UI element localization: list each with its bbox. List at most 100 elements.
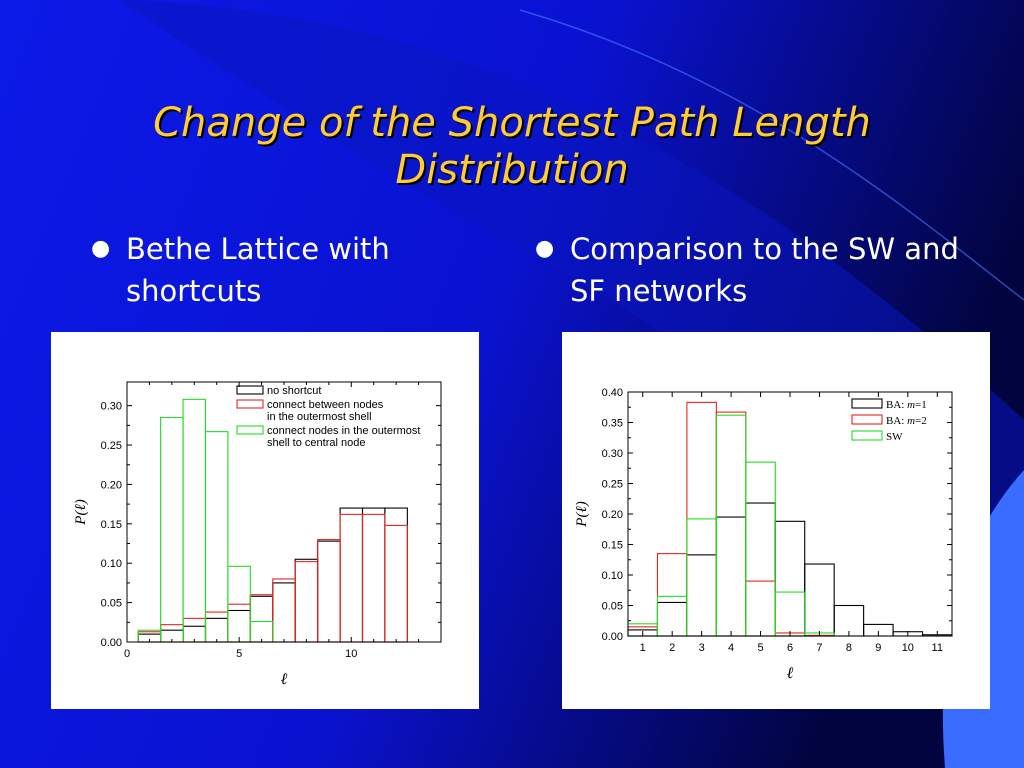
legend-swatch: [851, 430, 883, 441]
x-axis-label: ℓ: [281, 671, 288, 688]
y-tick-label: 0.00: [101, 637, 122, 649]
legend-entry-2: SW: [851, 430, 903, 443]
legend-entry-0: no shortcut: [236, 385, 321, 397]
legend-swatch: [236, 385, 264, 395]
y-tick-label: 0.15: [602, 540, 623, 552]
bar-connect-between-nodes-in-the-outermost-shell-12: [384, 524, 408, 643]
bar-connect-between-nodes-in-the-outermost-shell-5: [227, 603, 251, 643]
bar-ba-m-1-4: [715, 516, 747, 637]
bar-sw-6: [774, 591, 806, 637]
slide-title: Change of the Shortest Path Length Distr…: [60, 100, 964, 194]
slide-title-line1: Change of the Shortest Path Length: [153, 100, 871, 146]
series-2-bars: [137, 398, 274, 643]
x-tick-label: 11: [932, 642, 943, 654]
legend-label: connect between nodes: [267, 399, 384, 411]
bar-sw-3: [686, 518, 717, 637]
y-axis-label: P(ℓ): [73, 499, 89, 525]
y-axis-label: P(ℓ): [574, 501, 590, 527]
legend-swatch: [236, 399, 264, 409]
y-tick-label: 0.10: [101, 558, 122, 570]
y-tick-label: 0.15: [101, 519, 122, 531]
y-tick-label: 0.05: [602, 601, 623, 613]
x-tick-label: 2: [669, 642, 675, 654]
series-1-bars: [627, 401, 835, 637]
bar-no-shortcut-4: [204, 617, 229, 643]
y-tick-label: 0.40: [602, 387, 623, 399]
bullet-dot-icon: ●: [91, 236, 111, 261]
x-tick-label: 8: [846, 642, 852, 654]
x-tick-label: 3: [699, 642, 705, 654]
y-tick-label: 0.30: [101, 401, 122, 413]
bar-connect-between-nodes-in-the-outermost-shell-10: [339, 513, 364, 643]
x-axis-label: ℓ: [787, 665, 794, 682]
legend-swatch: [851, 414, 883, 425]
chart-panel-bethe-lattice: 0.00 0.05 0.10 0.15 0.20 0.25 0.30 0 5 10 P(ℓ) ℓ no …: [51, 332, 479, 709]
bar-connect-between-nodes-in-the-outermost-shell-9: [317, 539, 341, 643]
legend-label: no shortcut: [267, 385, 321, 397]
x-tick-label: 5: [757, 642, 763, 654]
legend-label: connect nodes in the outermost: [267, 425, 420, 437]
bar-connect-nodes-in-the-outermost-shell-to-central-node-2: [160, 416, 184, 643]
y-tick-label: 0.10: [602, 570, 623, 582]
bullet-text: Bethe Lattice with shortcuts: [126, 232, 390, 309]
bullet-comparison: ● Comparison to the SW and SF networks: [535, 228, 970, 312]
legend-entry-2: connect nodes in the outermost shell to …: [236, 425, 420, 449]
y-tick-label: 0.20: [101, 479, 122, 491]
slide-title-line2: Distribution: [395, 147, 629, 194]
x-tick-label: 4: [728, 642, 734, 654]
bar-no-shortcut-6: [249, 595, 274, 643]
bar-no-shortcut-7: [272, 582, 296, 643]
legend-swatch: [851, 398, 883, 409]
legend-label: BA: m=2: [886, 415, 927, 427]
bar-ba-m-2-4: [715, 411, 747, 637]
legend-label: SW: [886, 431, 903, 443]
bar-ba-m-2-2: [656, 553, 688, 637]
bar-ba-m-1-5: [745, 502, 776, 637]
y-tick-label: 0.35: [602, 418, 623, 430]
bar-ba-m-2-5: [745, 580, 776, 637]
legend-entry-1: connect between nodes in the outermost s…: [236, 399, 384, 423]
y-tick-label: 0.05: [101, 598, 122, 610]
chart-sw-sf-comparison: 0.00 0.05 0.10 0.15 0.20 0.25 0.30 0.35 0.40 1 2 3 4…: [574, 387, 953, 682]
plot-frame: [627, 391, 953, 637]
bar-connect-between-nodes-in-the-outermost-shell-3: [182, 617, 207, 643]
x-tick-label: 6: [787, 642, 793, 654]
chart-bethe-lattice: 0.00 0.05 0.10 0.15 0.20 0.25 0.30 0 5 10 P(ℓ) ℓ no …: [73, 381, 442, 688]
x-tick-label: 5: [236, 648, 242, 660]
x-tick-label: 10: [345, 648, 357, 660]
bar-connect-between-nodes-in-the-outermost-shell-8: [294, 561, 319, 643]
bar-no-shortcut-10: [339, 507, 364, 643]
bullet-text: Comparison to the SW and SF networks: [570, 232, 959, 309]
bar-ba-m-1-2: [656, 601, 688, 637]
y-tick-label: 0.30: [602, 448, 623, 460]
bullet-dot-icon: ●: [535, 236, 555, 261]
bar-no-shortcut-8: [294, 558, 319, 643]
y-tick-label: 0.25: [602, 479, 623, 491]
legend-entry-0: BA: m=1: [851, 398, 927, 411]
bar-connect-between-nodes-in-the-outermost-shell-7: [272, 578, 296, 643]
x-tick-label: 1: [640, 642, 646, 654]
chart-panel-comparison: 0.00 0.05 0.10 0.15 0.20 0.25 0.30 0.35 0.40 1 2 3 4…: [562, 332, 990, 709]
bar-sw-5: [745, 461, 776, 637]
y-tick-label: 0.25: [101, 440, 122, 452]
x-tick-label: 9: [875, 642, 881, 654]
bar-ba-m-1-7: [804, 563, 835, 637]
bar-connect-nodes-in-the-outermost-shell-to-central-node-3: [182, 398, 207, 643]
legend-swatch: [236, 425, 264, 435]
bar-connect-between-nodes-in-the-outermost-shell-11: [361, 513, 386, 643]
bar-sw-4: [715, 414, 747, 637]
bar-connect-between-nodes-in-the-outermost-shell-4: [204, 611, 229, 643]
legend-label: BA: m=1: [886, 399, 927, 411]
x-tick-label: 10: [902, 642, 914, 654]
bar-ba-m-1-3: [686, 554, 717, 637]
y-tick-label: 0.00: [602, 631, 623, 643]
legend-entry-1: BA: m=2: [851, 414, 927, 427]
y-tick-label: 0.20: [602, 509, 623, 521]
bar-connect-nodes-in-the-outermost-shell-to-central-node-6: [249, 620, 274, 643]
bar-ba-m-1-6: [774, 520, 806, 637]
bar-connect-between-nodes-in-the-outermost-shell-6: [249, 594, 274, 643]
bar-no-shortcut-11: [361, 507, 386, 643]
legend-label: in the outermost shell: [267, 411, 372, 423]
bullet-bethe-lattice: ● Bethe Lattice with shortcuts: [91, 228, 466, 312]
bar-no-shortcut-9: [317, 540, 341, 643]
